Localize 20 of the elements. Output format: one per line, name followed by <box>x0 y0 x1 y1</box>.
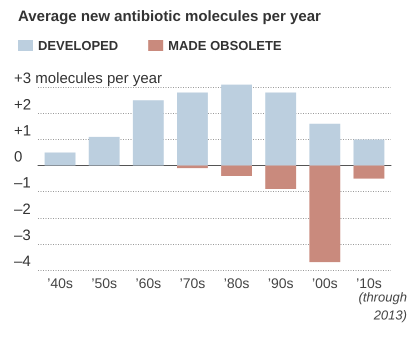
y-tick-label: +3 molecules per year <box>14 70 162 88</box>
chart-title: Average new antibiotic molecules per year <box>18 8 322 25</box>
x-tick-label: ’80s <box>224 275 250 291</box>
y-tick-label: 0 <box>14 148 22 166</box>
x-tick-label: ’60s <box>135 275 162 291</box>
legend-label: DEVELOPED <box>38 38 118 53</box>
x-tick-label: ’50s <box>91 275 118 291</box>
text: (through 2013) <box>358 290 407 322</box>
x-tick-label: ’70s <box>180 275 206 291</box>
legend-label: MADE OBSOLETE <box>168 38 282 53</box>
y-tick-label: +1 <box>14 122 32 140</box>
y-tick-label: –4 <box>14 253 31 270</box>
y-tick-label: –1 <box>14 174 31 192</box>
x-tick-label: ’90s <box>268 275 294 291</box>
x-tick-label: ’40s <box>47 275 73 291</box>
y-tick-label: +2 <box>14 96 32 114</box>
x-tick-label: ’00s <box>312 275 338 291</box>
y-tick-label: –3 <box>14 226 31 244</box>
y-tick-label: –2 <box>14 200 31 218</box>
x-tick-label: ’10s <box>356 275 382 291</box>
